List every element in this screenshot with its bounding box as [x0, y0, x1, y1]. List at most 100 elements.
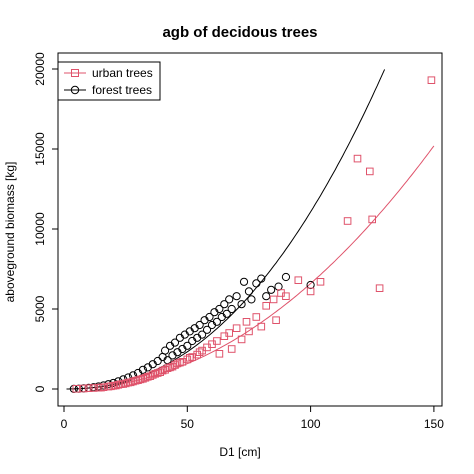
- urban-point: [215, 350, 224, 358]
- urban-point: [195, 348, 204, 356]
- urban-point: [156, 368, 164, 376]
- urban-point: [242, 318, 251, 326]
- urban-point: [368, 215, 376, 224]
- urban-point: [213, 337, 221, 345]
- forest-point: [274, 282, 283, 291]
- urban-point: [139, 375, 147, 383]
- urban-point: [186, 354, 194, 362]
- forest-point: [215, 304, 224, 314]
- forest-point: [281, 272, 291, 282]
- urban-point: [149, 371, 157, 379]
- forest-fit-curve: [66, 69, 386, 390]
- urban-point: [272, 316, 280, 324]
- forest-point: [247, 295, 256, 304]
- forest-point: [205, 312, 214, 322]
- urban-point: [158, 366, 167, 375]
- urban-point: [72, 385, 81, 393]
- urban-point: [126, 378, 135, 387]
- y-tick-label: 20000: [33, 52, 47, 86]
- urban-point: [166, 363, 174, 372]
- x-tick-label: 50: [181, 417, 195, 431]
- forest-point: [244, 287, 254, 296]
- urban-point: [161, 366, 169, 374]
- urban-point: [316, 278, 325, 286]
- urban-point: [84, 384, 93, 392]
- urban-point: [188, 353, 196, 361]
- x-tick-label: 100: [301, 417, 321, 431]
- forest-point: [222, 309, 231, 318]
- urban-fit-curve: [66, 145, 435, 390]
- forest-point: [220, 300, 229, 309]
- urban-point: [245, 327, 253, 336]
- urban-point: [269, 295, 278, 304]
- urban-point: [136, 375, 145, 384]
- urban-point: [129, 377, 137, 386]
- urban-point: [141, 374, 150, 382]
- urban-point: [153, 369, 162, 377]
- legend-urban-label: urban trees: [92, 66, 153, 80]
- forest-point: [267, 285, 276, 294]
- forest-point: [170, 338, 180, 347]
- urban-point: [144, 373, 152, 381]
- forest-point: [225, 295, 234, 304]
- forest-point: [227, 304, 236, 314]
- x-axis-label: D1 [cm]: [219, 445, 260, 459]
- forest-point: [232, 292, 241, 301]
- urban-point: [343, 217, 352, 225]
- forest-point: [262, 292, 271, 301]
- forest-point: [239, 277, 249, 286]
- urban-point: [306, 287, 315, 296]
- chart-title: agb of decidous trees: [162, 24, 317, 41]
- urban-point: [107, 382, 115, 391]
- forest-point: [197, 330, 207, 339]
- urban-point: [252, 313, 261, 321]
- forest-point: [237, 300, 246, 309]
- urban-point: [171, 361, 179, 369]
- urban-point: [375, 284, 384, 292]
- urban-point: [99, 383, 108, 391]
- urban-point: [134, 376, 142, 384]
- urban-point: [227, 345, 236, 353]
- urban-point: [282, 292, 290, 300]
- urban-point: [225, 329, 233, 337]
- urban-point: [79, 384, 88, 393]
- urban-point: [193, 350, 201, 359]
- forest-point: [306, 280, 315, 290]
- fit-curves: [66, 69, 435, 390]
- y-axis-label: aboveground biomass [kg]: [3, 162, 17, 303]
- urban-point: [183, 355, 192, 364]
- urban-point: [151, 370, 159, 378]
- x-ticks: 0 50 100 150: [61, 406, 444, 431]
- urban-point: [353, 154, 362, 163]
- urban-point: [89, 384, 98, 392]
- forest-point: [202, 325, 212, 334]
- forest-point: [161, 346, 170, 355]
- urban-point: [262, 302, 270, 310]
- urban-point: [173, 359, 182, 368]
- legend: urban trees forest trees: [57, 61, 161, 101]
- urban-point: [112, 381, 120, 390]
- forest-point: [257, 274, 266, 283]
- y-tick-label: 15000: [33, 132, 47, 166]
- y-ticks: 0 5000 10000 15000 20000: [33, 52, 58, 392]
- urban-point: [121, 379, 130, 388]
- urban-point: [366, 167, 374, 176]
- y-tick-label: 0: [33, 385, 47, 392]
- y-tick-label: 10000: [33, 212, 47, 246]
- x-axis: 0 50 100 150: [61, 405, 444, 431]
- y-axis: 0 5000 10000 15000 20000: [33, 52, 59, 392]
- urban-point: [131, 376, 140, 385]
- urban-point: [257, 322, 266, 331]
- data-points: [69, 76, 436, 393]
- x-tick-label: 150: [424, 417, 444, 431]
- urban-point: [427, 76, 436, 85]
- forest-point: [212, 317, 221, 326]
- urban-point: [146, 372, 155, 380]
- legend-forest-marker: [70, 85, 80, 95]
- urban-point: [237, 335, 246, 344]
- urban-point: [176, 358, 184, 367]
- forest-point: [195, 320, 204, 330]
- urban-point: [114, 381, 123, 389]
- urban-point: [163, 364, 172, 372]
